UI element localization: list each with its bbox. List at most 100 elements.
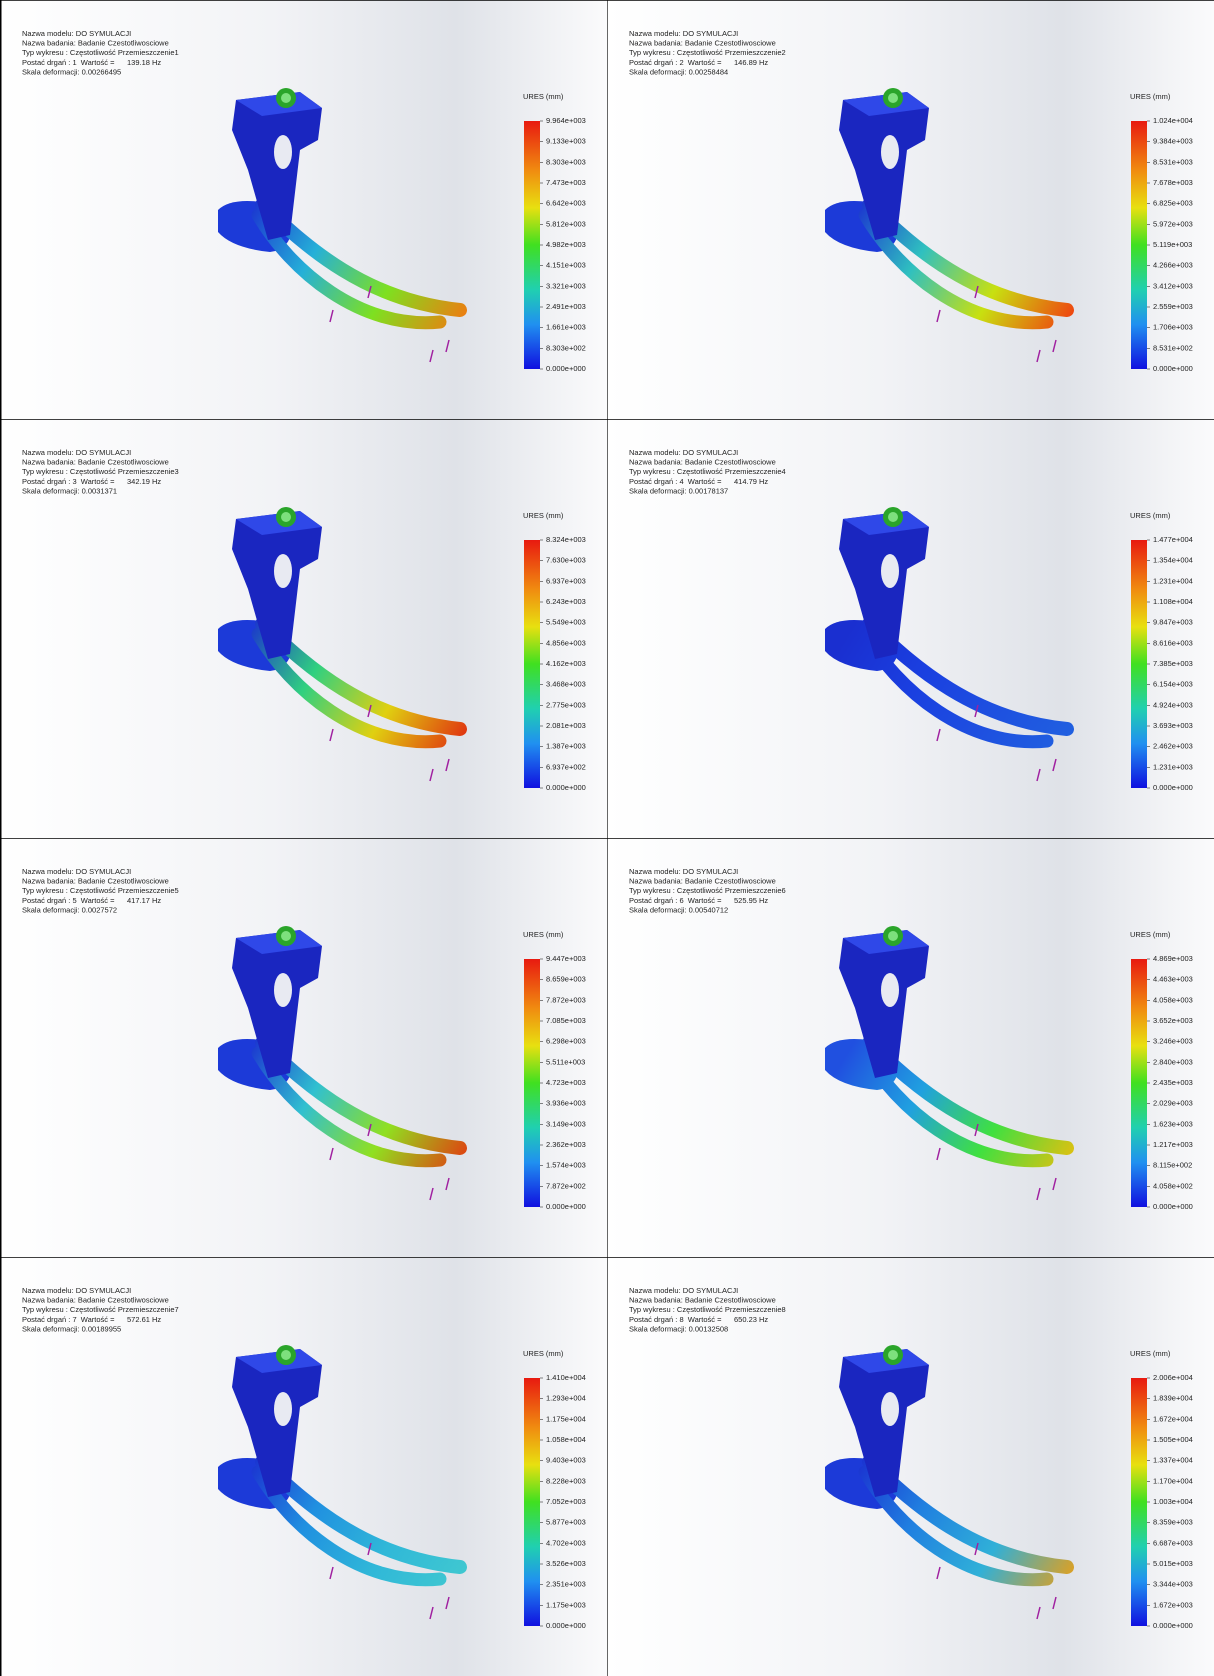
legend-label: 1.387e+003 <box>546 742 586 751</box>
info-line: Postać drgań : 5 Wartość = 417.17 Hz <box>22 896 161 905</box>
legend-label: 1.505e+004 <box>1153 1435 1193 1444</box>
legend-label: 4.702e+003 <box>546 1538 586 1547</box>
legend-label: 2.006e+004 <box>1153 1373 1193 1382</box>
legend-label: 4.982e+003 <box>546 240 586 249</box>
legend-label: 7.630e+003 <box>546 556 586 565</box>
legend-label: 1.706e+003 <box>1153 323 1193 332</box>
legend-label: 1.672e+004 <box>1153 1414 1193 1423</box>
socket-hole <box>274 135 292 169</box>
socket-hole <box>881 973 899 1007</box>
legend-label: 6.154e+003 <box>1153 680 1193 689</box>
legend-label: 7.678e+003 <box>1153 178 1193 187</box>
info-line: Nazwa badania: Badanie Czestotliwosciowe <box>629 1296 776 1305</box>
legend-label: 0.000e+000 <box>546 1621 586 1630</box>
legend-label: 3.344e+003 <box>1153 1580 1193 1589</box>
legend-label: 2.491e+003 <box>546 302 586 311</box>
legend-label: 3.412e+003 <box>1153 281 1193 290</box>
legend-label: 2.362e+003 <box>546 1140 586 1149</box>
legend-label: 1.175e+004 <box>546 1414 586 1423</box>
legend-label: 8.115e+002 <box>1153 1161 1192 1170</box>
info-line: Typ wykresu : Częstotliwość Przemieszcze… <box>629 886 786 895</box>
legend-label: 1.337e+004 <box>1153 1456 1193 1465</box>
legend-title: URES (mm) <box>523 1349 564 1358</box>
legend-title: URES (mm) <box>1130 930 1171 939</box>
legend-label: 7.473e+003 <box>546 178 586 187</box>
legend-label: 4.869e+003 <box>1153 954 1193 963</box>
info-line: Nazwa badania: Badanie Czestotliwosciowe <box>22 39 169 48</box>
legend-label: 0.000e+000 <box>1153 1202 1193 1211</box>
info-line: Typ wykresu : Częstotliwość Przemieszcze… <box>629 48 786 57</box>
info-line: Postać drgań : 6 Wartość = 525.95 Hz <box>629 896 768 905</box>
legend-label: 1.623e+003 <box>1153 1119 1193 1128</box>
legend-label: 1.175e+003 <box>546 1600 586 1609</box>
legend-label: 5.812e+003 <box>546 219 586 228</box>
legend-label: 1.574e+003 <box>546 1161 586 1170</box>
legend-label: 2.775e+003 <box>546 700 586 709</box>
socket-hole <box>274 973 292 1007</box>
legend-label: 3.652e+003 <box>1153 1016 1193 1025</box>
legend-title: URES (mm) <box>1130 511 1171 520</box>
legend-title: URES (mm) <box>1130 1349 1171 1358</box>
legend-label: 0.000e+000 <box>1153 783 1193 792</box>
legend-title: URES (mm) <box>523 511 564 520</box>
legend-label: 4.058e+002 <box>1153 1181 1193 1190</box>
info-line: Postać drgań : 7 Wartość = 572.61 Hz <box>22 1315 161 1324</box>
info-line: Skala deformacji: 0.0027572 <box>22 905 117 914</box>
legend-label: 8.324e+003 <box>546 535 586 544</box>
legend-title: URES (mm) <box>1130 92 1171 101</box>
legend-label: 7.085e+003 <box>546 1016 586 1025</box>
legend-label: 1.410e+004 <box>546 1373 586 1382</box>
legend-label: 0.000e+000 <box>546 364 586 373</box>
legend-label: 1.661e+003 <box>546 323 586 332</box>
info-line: Typ wykresu : Częstotliwość Przemieszcze… <box>22 1305 179 1314</box>
legend-label: 1.293e+004 <box>546 1394 586 1403</box>
legend-label: 4.058e+003 <box>1153 995 1193 1004</box>
info-line: Nazwa badania: Badanie Czestotliwosciowe <box>629 458 776 467</box>
info-line: Skala deformacji: 0.00189955 <box>22 1324 121 1333</box>
legend-label: 6.298e+003 <box>546 1037 586 1046</box>
socket-hole <box>881 1392 899 1426</box>
fixture <box>281 512 291 522</box>
legend-label: 1.672e+003 <box>1153 1600 1193 1609</box>
info-line: Nazwa modelu: DO SYMULACJI <box>22 29 131 38</box>
legend-label: 1.003e+004 <box>1153 1497 1193 1506</box>
legend-label: 1.354e+004 <box>1153 556 1193 565</box>
legend-label: 8.359e+003 <box>1153 1518 1193 1527</box>
legend-label: 2.029e+003 <box>1153 1099 1193 1108</box>
colorbar <box>524 1378 540 1626</box>
info-line: Postać drgań : 4 Wartość = 414.79 Hz <box>629 477 768 486</box>
colorbar <box>524 121 540 369</box>
colorbar <box>1131 1378 1147 1626</box>
info-line: Nazwa modelu: DO SYMULACJI <box>629 448 738 457</box>
legend-label: 4.162e+003 <box>546 659 586 668</box>
info-line: Nazwa badania: Badanie Czestotliwosciowe <box>629 39 776 48</box>
legend-label: 0.000e+000 <box>546 783 586 792</box>
colorbar <box>1131 959 1147 1207</box>
legend-label: 8.303e+002 <box>546 343 586 352</box>
legend-label: 1.231e+004 <box>1153 576 1193 585</box>
legend-label: 3.321e+003 <box>546 281 586 290</box>
legend-label: 2.559e+003 <box>1153 302 1193 311</box>
legend-label: 6.243e+003 <box>546 597 586 606</box>
legend-label: 0.000e+000 <box>546 1202 586 1211</box>
legend-label: 2.840e+003 <box>1153 1057 1193 1066</box>
legend-label: 1.217e+003 <box>1153 1140 1193 1149</box>
legend-label: 1.058e+004 <box>546 1435 586 1444</box>
legend-label: 3.526e+003 <box>546 1559 586 1568</box>
legend-label: 5.549e+003 <box>546 618 586 627</box>
legend-label: 9.133e+003 <box>546 137 586 146</box>
socket-hole <box>274 1392 292 1426</box>
legend-label: 9.384e+003 <box>1153 137 1193 146</box>
legend-label: 3.693e+003 <box>1153 721 1193 730</box>
legend-label: 4.266e+003 <box>1153 261 1193 270</box>
legend-label: 5.119e+003 <box>1153 240 1192 249</box>
colorbar <box>1131 121 1147 369</box>
colorbar <box>524 540 540 788</box>
info-line: Nazwa modelu: DO SYMULACJI <box>22 448 131 457</box>
info-line: Typ wykresu : Częstotliwość Przemieszcze… <box>22 886 179 895</box>
legend-label: 3.468e+003 <box>546 680 586 689</box>
legend-label: 4.924e+003 <box>1153 700 1193 709</box>
info-line: Skala deformacji: 0.00258484 <box>629 67 728 76</box>
legend-title: URES (mm) <box>523 92 564 101</box>
info-line: Skala deformacji: 0.00540712 <box>629 905 728 914</box>
